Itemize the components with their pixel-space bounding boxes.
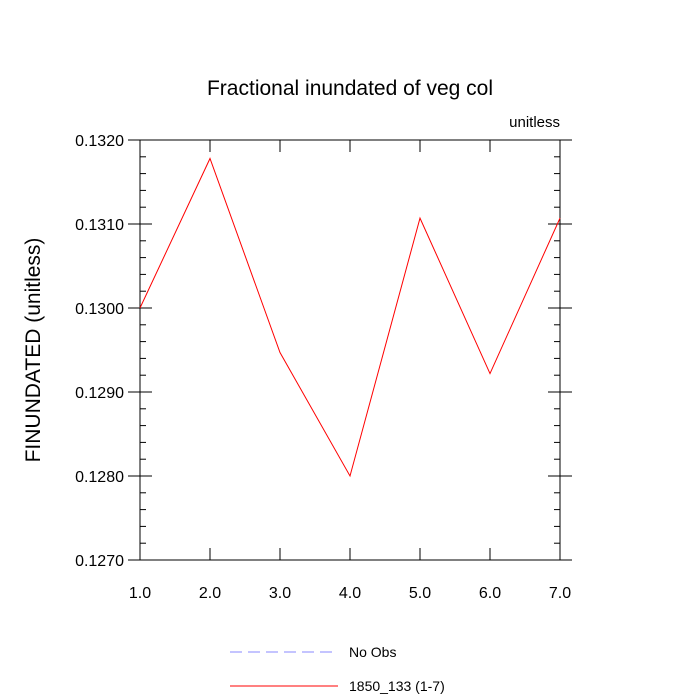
legend-label: No Obs [349,644,396,660]
units-label: unitless [509,114,560,131]
x-tick-label: 5.0 [409,585,431,602]
y-tick-label: 0.1310 [75,217,124,234]
y-tick-label: 0.1300 [75,301,124,318]
x-tick-label: 2.0 [199,585,221,602]
legend-label: 1850_133 (1-7) [349,678,445,694]
y-axis-label: FINUNDATED (unitless) [22,238,45,463]
series-line-0 [139,157,561,478]
plot-frame [139,139,561,561]
axis-ticks [128,139,572,561]
series-layer [139,157,561,478]
chart-title: Fractional inundated of veg col [207,77,493,100]
y-tick-label: 0.1320 [75,133,124,150]
axis-tick-labels: 1.0 2.0 3.0 4.0 5.0 6.0 7.0 0.1270 0.1280 0.1290 0… [75,133,571,602]
x-tick-label: 4.0 [339,585,361,602]
x-tick-label: 6.0 [479,585,501,602]
x-tick-label: 1.0 [129,585,151,602]
y-tick-label: 0.1270 [75,553,124,570]
x-tick-label: 3.0 [269,585,291,602]
x-tick-label: 7.0 [549,585,571,602]
y-tick-label: 0.1290 [75,385,124,402]
legend: No Obs 1850_133 (1-7) [230,644,445,694]
y-tick-label: 0.1280 [75,469,124,486]
